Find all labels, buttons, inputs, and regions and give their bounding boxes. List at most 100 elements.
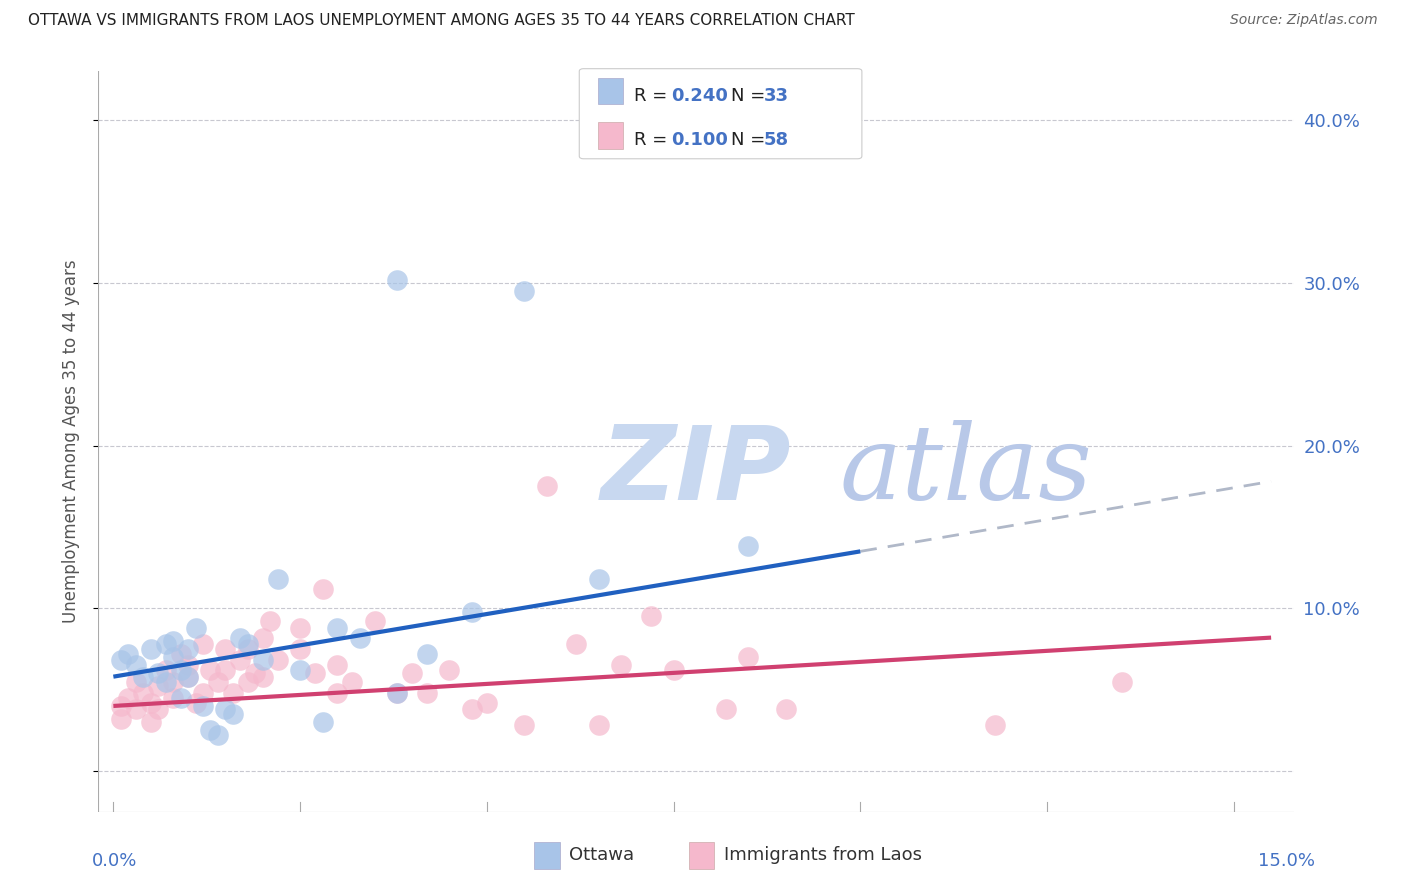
Point	[162, 633, 184, 648]
Point	[236, 637, 259, 651]
Point	[184, 696, 207, 710]
Y-axis label: Unemployment Among Ages 35 to 44 years: Unemployment Among Ages 35 to 44 years	[62, 260, 80, 624]
Point	[125, 702, 148, 716]
Text: R =: R =	[634, 131, 673, 149]
Point	[662, 663, 685, 677]
Point	[416, 647, 439, 661]
Point	[252, 653, 274, 667]
Point	[155, 674, 177, 689]
Point	[536, 479, 558, 493]
Point	[236, 674, 259, 689]
Text: N =: N =	[731, 131, 770, 149]
Point	[162, 690, 184, 705]
Text: N =: N =	[731, 87, 770, 104]
Point	[461, 702, 484, 716]
Text: R =: R =	[634, 87, 673, 104]
Point	[177, 642, 200, 657]
Point	[207, 674, 229, 689]
Point	[326, 621, 349, 635]
Point	[326, 686, 349, 700]
Point	[288, 621, 311, 635]
Point	[110, 698, 132, 713]
Point	[200, 663, 222, 677]
Point	[775, 702, 797, 716]
Point	[191, 698, 214, 713]
Point	[288, 642, 311, 657]
Point	[117, 647, 139, 661]
Point	[1111, 674, 1133, 689]
Point	[229, 631, 252, 645]
Point	[169, 690, 191, 705]
Text: OTTAWA VS IMMIGRANTS FROM LAOS UNEMPLOYMENT AMONG AGES 35 TO 44 YEARS CORRELATIO: OTTAWA VS IMMIGRANTS FROM LAOS UNEMPLOYM…	[28, 13, 855, 29]
Point	[139, 696, 162, 710]
Point	[513, 718, 536, 732]
Point	[139, 642, 162, 657]
Point	[311, 582, 333, 596]
Point	[222, 707, 245, 722]
Point	[461, 605, 484, 619]
Point	[737, 650, 759, 665]
Point	[177, 670, 200, 684]
Point	[125, 674, 148, 689]
Point	[236, 642, 259, 657]
Point	[342, 674, 364, 689]
Text: ZIP: ZIP	[600, 421, 792, 522]
Point	[148, 680, 170, 694]
Point	[184, 621, 207, 635]
Point	[304, 666, 326, 681]
Point	[588, 572, 610, 586]
Point	[162, 674, 184, 689]
Point	[229, 653, 252, 667]
Point	[207, 728, 229, 742]
Text: 15.0%: 15.0%	[1257, 852, 1315, 870]
Point	[259, 615, 281, 629]
Text: 58: 58	[763, 131, 789, 149]
Point	[132, 686, 155, 700]
Point	[288, 663, 311, 677]
Point	[148, 666, 170, 681]
Text: 0.240: 0.240	[671, 87, 727, 104]
Point	[155, 663, 177, 677]
Point	[110, 653, 132, 667]
Point	[714, 702, 737, 716]
Text: atlas: atlas	[839, 420, 1092, 522]
Point	[252, 631, 274, 645]
Text: Immigrants from Laos: Immigrants from Laos	[724, 847, 922, 864]
Point	[139, 715, 162, 730]
Point	[311, 715, 333, 730]
Point	[177, 670, 200, 684]
Point	[200, 723, 222, 738]
Point	[148, 702, 170, 716]
Point	[155, 637, 177, 651]
Point	[565, 637, 588, 651]
Point	[117, 690, 139, 705]
Point	[349, 631, 371, 645]
Text: 33: 33	[763, 87, 789, 104]
Point	[177, 658, 200, 673]
Point	[162, 650, 184, 665]
Text: 0.100: 0.100	[671, 131, 727, 149]
Point	[267, 653, 290, 667]
Point	[110, 712, 132, 726]
Point	[737, 540, 759, 554]
Point	[416, 686, 439, 700]
Text: Ottawa: Ottawa	[569, 847, 634, 864]
Point	[252, 670, 274, 684]
Text: 0.0%: 0.0%	[91, 852, 136, 870]
Point	[214, 663, 236, 677]
Point	[214, 642, 236, 657]
Point	[385, 686, 409, 700]
Point	[169, 663, 191, 677]
Point	[364, 615, 387, 629]
Point	[588, 718, 610, 732]
Point	[475, 696, 498, 710]
Point	[125, 658, 148, 673]
Point	[214, 702, 236, 716]
Point	[640, 609, 662, 624]
Point	[132, 670, 155, 684]
Point	[439, 663, 461, 677]
Text: Source: ZipAtlas.com: Source: ZipAtlas.com	[1230, 13, 1378, 28]
Point	[191, 637, 214, 651]
Point	[610, 658, 633, 673]
Point	[326, 658, 349, 673]
